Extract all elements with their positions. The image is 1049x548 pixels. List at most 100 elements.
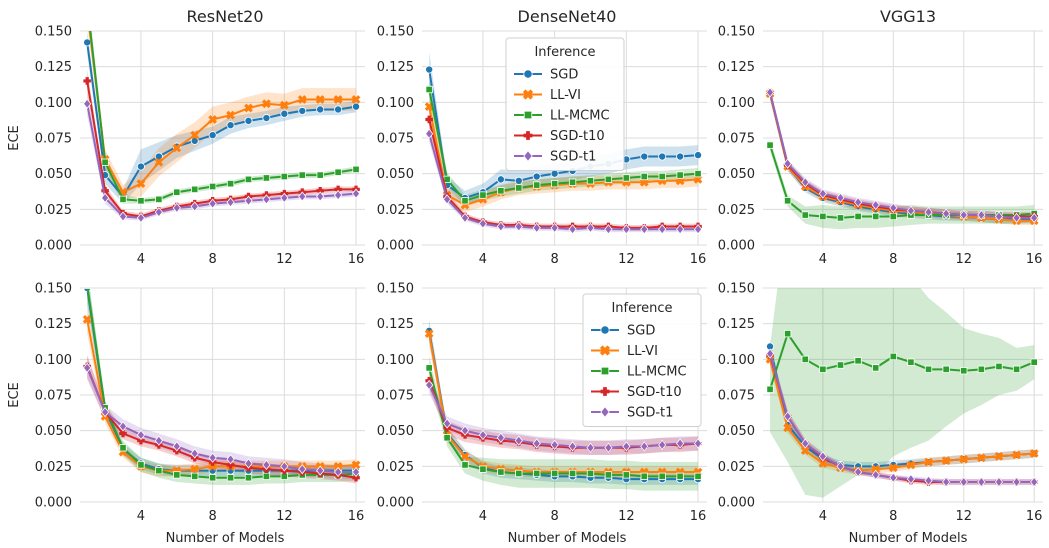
data-point-sgd-t1 [550,222,559,234]
data-point-ll-mcmc [244,474,253,482]
confidence-band-sgd [770,339,1035,471]
legend-frame [505,37,625,171]
data-point-sgd-t1 [586,442,595,453]
x-tick-label: 12 [618,509,635,524]
plot-area [424,319,703,491]
data-point-ll-mcmc [801,211,809,219]
confidence-band-sgd-t1 [429,376,699,455]
data-point-sgd-t1 [977,209,986,221]
data-point-ll-mcmc [262,174,271,182]
data-point-sgd-t1 [1012,212,1021,224]
data-point-ll-mcmc [622,471,630,479]
data-point-ll-mcmc [854,212,862,221]
data-point-ll-mcmc [568,178,577,186]
data-point-ll-mcmc [676,472,684,480]
y-tick-label: 0.050 [377,424,414,439]
data-point-ll-mcmc [766,141,774,149]
data-point-ll-vi [333,95,343,104]
x-tick-label: 12 [276,252,293,267]
y-tick-label: 0.075 [35,389,72,404]
y-tick-label: 0.150 [35,25,72,40]
y-tick-label: 0.100 [35,353,72,368]
data-point-ll-mcmc [316,171,324,179]
legend-marker-sgd [523,69,533,79]
x-axis-label-3: Number of Models [849,531,968,546]
data-point-sgd-t1 [622,224,631,235]
data-point-sgd [208,131,217,140]
legend-label-ll-mcmc: LL-MCMC [550,109,610,124]
y-tick-label: 0.075 [377,132,414,147]
data-point-ll-mcmc [995,362,1003,371]
data-point-ll-vi [888,463,898,473]
panel-1: 0.000 0.025 0.050 0.075 0.100 0.125 0.150 4 8 12 1… [35,6,365,267]
data-point-sgd-t1 [298,464,307,475]
y-tick-label: 0.025 [35,460,72,475]
legend-marker-sgd-t1 [523,150,533,162]
data-point-ll-vi [871,464,881,474]
data-point-sgd-t1 [136,212,146,224]
legend-frame [582,293,702,427]
data-point-ll-mcmc [209,474,217,482]
confidence-band-ll-mcmc [429,78,699,207]
data-point-sgd [550,169,559,178]
data-point-sgd-t1 [640,224,649,235]
legend-marker-sgd-t1 [600,406,610,418]
y-tick-label: 0.100 [718,96,755,111]
data-point-sgd-t1 [801,438,810,449]
data-point-ll-vi [208,461,218,471]
data-point-ll-vi [84,6,90,12]
data-point-sgd-t1 [172,202,181,214]
data-point-sgd [640,152,649,161]
data-point-ll-mcmc [676,171,684,179]
data-point-ll-mcmc [872,364,880,372]
x-tick-label: 8 [209,509,217,524]
y-tick-label: 0.050 [377,167,414,182]
y-tick-label: 0.000 [35,496,72,511]
data-point-sgd-t1 [977,476,986,488]
data-point-sgd [352,102,361,111]
x-tick-label: 8 [889,252,897,267]
panel-3: 0.000 0.025 0.050 0.075 0.100 0.125 0.150 4 8 12 1… [718,25,1043,267]
y-tick-label: 0.025 [718,460,755,475]
plot-area [765,288,1039,498]
data-point-ll-mcmc [137,461,145,469]
series-line-ll-vi [86,319,357,472]
x-axis-label-1: Number of Models [166,531,285,546]
data-point-sgd-t1 [262,459,271,471]
y-tick-label: 0.125 [35,60,72,75]
legend-label-ll-mcmc: LL-MCMC [627,365,687,380]
data-point-ll-mcmc [784,330,792,338]
data-point-ll-mcmc [352,165,360,174]
series-line-sgd-t10 [769,92,1035,218]
legend-marker-sgd [600,325,610,335]
data-point-sgd [280,109,289,118]
data-point-sgd-t1 [532,438,541,449]
x-tick-label: 4 [137,252,145,267]
y-axis-label-top: ECE [7,125,22,151]
data-point-sgd-t1 [853,197,863,208]
data-point-ll-vi [351,95,361,104]
data-point-sgd-t1 [924,207,933,218]
legend-label-sgd-t1: SGD-t1 [550,150,596,165]
data-point-ll-vi [333,461,343,471]
confidence-band-sgd [87,31,357,204]
data-point-ll-mcmc [209,182,217,191]
data-point-ll-vi [800,446,810,456]
y-tick-label: 0.050 [35,424,72,439]
data-point-sgd [532,172,541,181]
data-point-sgd-t1 [280,461,289,472]
x-tick-label: 4 [819,252,827,267]
data-point-ll-vi [226,110,235,120]
series-line-ll-vi [88,31,357,194]
data-point-ll-mcmc [854,357,862,365]
series-line-sgd-t10 [86,366,357,479]
series-line-ll-mcmc [86,288,357,479]
data-point-ll-mcmc [924,365,933,373]
data-point-sgd-t1 [442,194,452,205]
data-point-ll-vi [190,130,200,140]
y-tick-label: 0.000 [377,496,414,511]
data-point-sgd [83,38,92,47]
series-line-ll-vi [428,106,699,207]
legend-marker-ll-mcmc [600,366,610,376]
data-point-ll-mcmc [836,214,845,222]
